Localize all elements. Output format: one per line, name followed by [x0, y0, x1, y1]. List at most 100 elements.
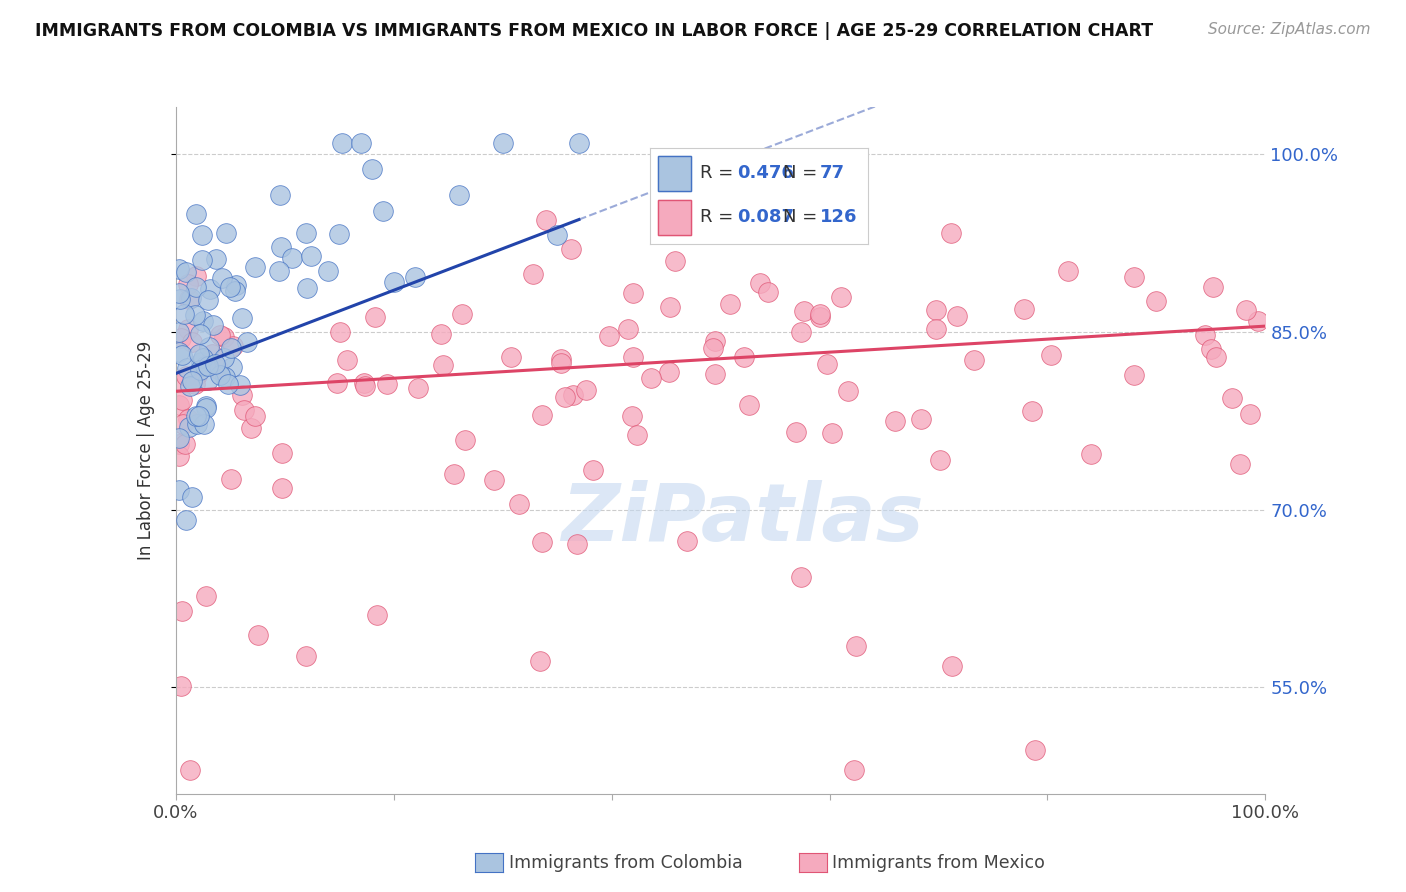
Point: [1080, 447, 1102, 461]
Point: [790, 325, 813, 339]
Bar: [658, 156, 692, 191]
Point: [946, 309, 969, 323]
Point: [703, 367, 725, 381]
Point: [219, 472, 242, 486]
Point: [350, 136, 373, 150]
Point: [550, 356, 572, 370]
Point: [565, 536, 588, 550]
Point: [295, 281, 318, 295]
Point: [925, 321, 948, 335]
Point: [675, 534, 697, 549]
Point: [212, 351, 235, 365]
Point: [530, 408, 553, 422]
Point: [181, 490, 204, 504]
Point: [224, 284, 246, 298]
Point: [180, 374, 202, 388]
Point: [167, 449, 190, 463]
Point: [562, 388, 585, 402]
Point: [364, 310, 387, 325]
Bar: [658, 200, 692, 235]
Point: [200, 282, 222, 296]
Point: [188, 409, 211, 424]
Point: [177, 322, 200, 336]
Point: [188, 347, 211, 361]
Point: [207, 362, 229, 376]
Point: [738, 398, 761, 412]
Point: [184, 280, 207, 294]
Point: [1039, 348, 1062, 362]
Point: [941, 659, 963, 673]
Point: [616, 322, 638, 336]
Point: [659, 300, 682, 314]
Point: [243, 409, 266, 423]
Point: [326, 376, 349, 390]
Point: [1236, 303, 1258, 318]
Point: [267, 264, 290, 278]
Point: [353, 379, 375, 393]
Point: [443, 467, 465, 482]
Bar: [658, 156, 692, 191]
Text: Immigrants from Mexico: Immigrants from Mexico: [832, 854, 1045, 871]
Point: [184, 207, 207, 221]
Point: [186, 417, 208, 432]
Point: [180, 291, 202, 305]
Point: [375, 377, 398, 392]
Text: 77: 77: [820, 164, 845, 182]
Point: [963, 353, 986, 368]
Point: [669, 192, 692, 206]
Point: [703, 334, 725, 348]
Point: [221, 360, 243, 375]
Point: [235, 334, 257, 349]
Point: [582, 463, 605, 477]
Point: [508, 497, 530, 511]
Point: [546, 228, 568, 243]
Point: [167, 285, 190, 300]
Point: [233, 403, 256, 417]
Point: [217, 376, 239, 391]
Point: [204, 252, 226, 266]
Point: [453, 434, 475, 448]
Point: [188, 327, 211, 342]
Point: [167, 262, 190, 277]
Point: [167, 437, 190, 451]
Text: N =: N =: [783, 209, 823, 227]
Point: [560, 243, 582, 257]
Point: [179, 379, 201, 393]
Point: [405, 269, 427, 284]
Point: [1014, 301, 1036, 316]
Point: [842, 763, 865, 777]
Text: R =: R =: [700, 209, 740, 227]
Point: [270, 481, 292, 495]
Point: [1199, 342, 1222, 356]
Point: [170, 604, 193, 618]
Point: [1247, 314, 1270, 328]
Point: [808, 307, 831, 321]
Point: [191, 228, 214, 243]
Point: [231, 310, 253, 325]
Point: [212, 330, 235, 344]
Point: [188, 363, 211, 377]
Point: [658, 365, 681, 379]
Point: [482, 473, 505, 487]
Point: [222, 339, 245, 353]
Point: [821, 426, 844, 441]
Point: [225, 278, 247, 293]
Point: [247, 628, 270, 642]
Point: [534, 213, 557, 227]
Point: [174, 368, 197, 383]
Point: [1205, 350, 1227, 364]
Point: [621, 285, 644, 300]
Point: [554, 391, 576, 405]
Point: [177, 292, 200, 306]
Point: [170, 679, 193, 693]
Point: [815, 357, 838, 371]
Text: N =: N =: [783, 164, 823, 182]
Point: [626, 428, 648, 442]
Point: [186, 368, 208, 382]
Point: [243, 260, 266, 274]
Point: [929, 453, 952, 467]
Point: [194, 401, 217, 415]
Point: [1123, 270, 1146, 285]
Point: [837, 384, 859, 398]
Point: [447, 188, 470, 202]
